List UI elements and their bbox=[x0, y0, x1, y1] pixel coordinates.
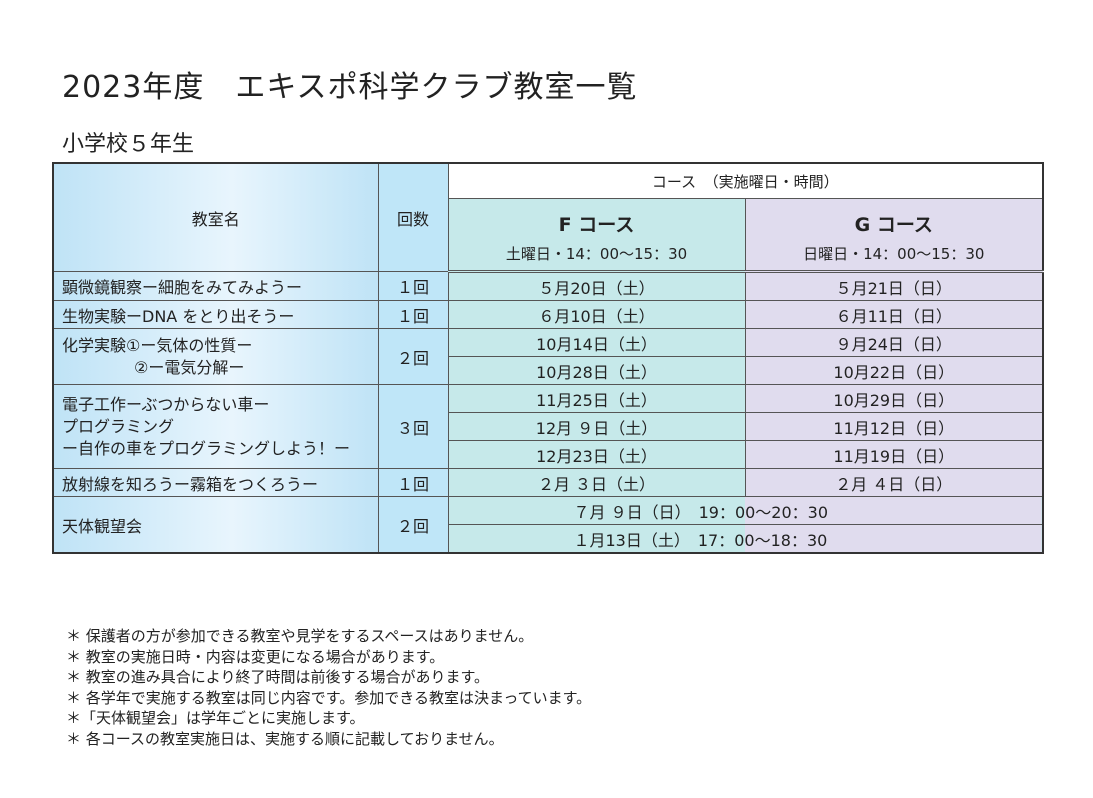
note-item: ＊ 教室の実施日時・内容は変更になる場合があります。 bbox=[66, 647, 445, 666]
page-subtitle: 小学校５年生 bbox=[62, 132, 195, 157]
f-date: 11月25日（土） bbox=[447, 384, 746, 413]
classroom-name: 電子工作ーぶつからない車ー プログラミング ー自作の車をプログラミングしよう！ー bbox=[52, 384, 379, 469]
table-row: 生物実験ーDNA をとり出そうー １回 ６月10日（土） ６月11日（日） bbox=[52, 300, 1044, 329]
astro-session: １月13日（土） 17：00～18：30 bbox=[447, 524, 1044, 554]
f-date: 12月23日（土） bbox=[447, 440, 746, 469]
count-cell: ３回 bbox=[377, 384, 449, 469]
classroom-name-line: 電子工作ーぶつからない車ー bbox=[62, 394, 270, 414]
page-title: 2023年度 エキスポ科学クラブ教室一覧 bbox=[62, 70, 638, 105]
classroom-name: 天体観望会 bbox=[52, 496, 379, 554]
table-row: 放射線を知ろうー霧箱をつくろうー １回 ２月 ３日（土） ２月 ４日（日） bbox=[52, 468, 1044, 497]
classroom-name-line: プログラミング bbox=[62, 416, 175, 436]
classroom-name: 顕微鏡観察ー細胞をみてみようー bbox=[52, 271, 379, 301]
g-date: ６月11日（日） bbox=[744, 300, 1044, 329]
f-date: ５月20日（土） bbox=[447, 271, 746, 301]
f-date: 10月28日（土） bbox=[447, 356, 746, 385]
header-classroom: 教室名 bbox=[52, 162, 379, 272]
table-row: 天体観望会 ２回 ７月 ９日（日） 19：00～20：30 bbox=[52, 496, 1044, 554]
header-f-time: 土曜日・14：00～15：30 bbox=[447, 237, 746, 273]
classroom-name-line: ②ー電気分解ー bbox=[134, 357, 245, 377]
f-date: ６月10日（土） bbox=[447, 300, 746, 329]
f-date: 12月 ９日（土） bbox=[447, 412, 746, 441]
g-date: 11月19日（日） bbox=[744, 440, 1044, 469]
count-cell: １回 bbox=[377, 271, 449, 301]
g-date: ２月 ４日（日） bbox=[744, 468, 1044, 497]
note-item: ＊ 各コースの教室実施日は、実施する順に記載しておりません。 bbox=[66, 729, 504, 748]
header-g-time: 日曜日・14：00～15：30 bbox=[744, 237, 1044, 273]
count-cell: １回 bbox=[377, 468, 449, 497]
header-course-span: コース （実施曜日・時間） bbox=[447, 162, 1044, 199]
schedule-table: 教室名 回数 コース （実施曜日・時間） F コース G コース 土曜日・14：… bbox=[52, 162, 1045, 554]
table-row: 12月23日（土） 11月19日（日） bbox=[53, 440, 1044, 469]
table-row: 電子工作ーぶつからない車ー プログラミング ー自作の車をプログラミングしよう！ー… bbox=[52, 384, 1044, 469]
classroom-name: 放射線を知ろうー霧箱をつくろうー bbox=[52, 468, 379, 497]
note-item: ＊ 保護者の方が参加できる教室や見学をするスペースはありません。 bbox=[66, 627, 534, 645]
count-cell: １回 bbox=[377, 300, 449, 329]
classroom-name-line: 化学実験①ー気体の性質ー bbox=[62, 335, 253, 355]
classroom-name: 化学実験①ー気体の性質ー ②ー電気分解ー bbox=[52, 328, 379, 385]
header-count: 回数 bbox=[377, 162, 449, 272]
count-cell: ２回 bbox=[377, 328, 449, 385]
astro-session: ７月 ９日（日） 19：00～20：30 bbox=[447, 496, 1044, 525]
table-row: 10月28日（土） 10月22日（日） bbox=[53, 356, 1044, 385]
g-date: ５月21日（日） bbox=[744, 271, 1044, 301]
table-row: １月13日（土） 17：00～18：30 bbox=[53, 524, 1044, 554]
notes-list: ＊ 保護者の方が参加できる教室や見学をするスペースはありません。 ＊ 教室の実施… bbox=[66, 626, 591, 749]
classroom-name: 生物実験ーDNA をとり出そうー bbox=[52, 300, 379, 329]
note-item: ＊「天体観望会」は学年ごとに実施します。 bbox=[66, 709, 365, 727]
classroom-name-line: ー自作の車をプログラミングしよう！ー bbox=[62, 438, 351, 458]
note-item: ＊ 各学年で実施する教室は同じ内容です。参加できる教室は決まっています。 bbox=[66, 688, 592, 707]
f-date: 10月14日（土） bbox=[447, 328, 746, 357]
note-item: ＊ 教室の進み具合により終了時間は前後する場合があります。 bbox=[66, 668, 489, 686]
table-row: 顕微鏡観察ー細胞をみてみようー １回 ５月20日（土） ５月21日（日） bbox=[52, 271, 1044, 301]
f-date: ２月 ３日（土） bbox=[447, 468, 746, 497]
g-date: 11月12日（日） bbox=[744, 412, 1044, 441]
header-f-course: F コース bbox=[447, 198, 746, 237]
g-date: ９月24日（日） bbox=[744, 328, 1044, 357]
count-cell: ２回 bbox=[377, 496, 449, 554]
g-date: 10月22日（日） bbox=[744, 356, 1044, 385]
g-date: 10月29日（日） bbox=[744, 384, 1044, 413]
header-g-course: G コース bbox=[744, 198, 1044, 237]
table-row: 化学実験①ー気体の性質ー ②ー電気分解ー ２回 10月14日（土） ９月24日（… bbox=[52, 328, 1044, 385]
